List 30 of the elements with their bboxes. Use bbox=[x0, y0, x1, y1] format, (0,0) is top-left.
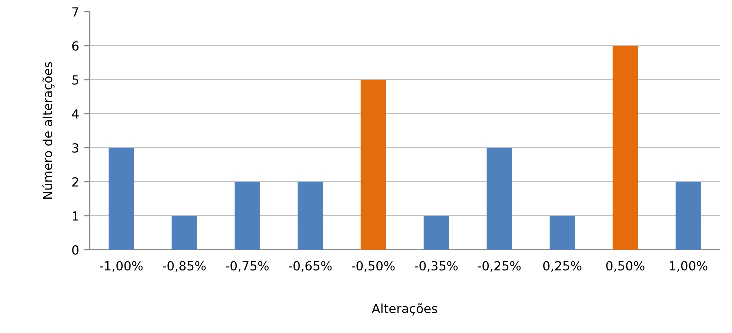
bar bbox=[172, 216, 198, 250]
x-tick-label: 1,00% bbox=[670, 261, 708, 272]
y-tick-label: 2 bbox=[72, 177, 78, 187]
x-tick-label: -0,75% bbox=[226, 261, 269, 272]
x-tick-label: -0,35% bbox=[415, 261, 458, 272]
y-tick-label: 5 bbox=[72, 76, 78, 85]
bar bbox=[612, 46, 638, 250]
y-tick-label: 4 bbox=[72, 110, 79, 119]
y-tick-label: 3 bbox=[72, 143, 79, 153]
bar bbox=[360, 80, 386, 250]
bar bbox=[550, 216, 576, 250]
x-tick-label: 0,25% bbox=[543, 261, 582, 272]
y-axis-title: Número de alterações bbox=[42, 62, 55, 200]
bar bbox=[234, 182, 260, 250]
bar bbox=[676, 182, 702, 250]
bar bbox=[424, 216, 450, 250]
x-tick-label: -0,65% bbox=[289, 261, 332, 272]
y-tick-label: 7 bbox=[72, 8, 79, 17]
x-tick-label: -0,25% bbox=[478, 261, 521, 272]
bar bbox=[108, 148, 134, 250]
y-tick-label: 0 bbox=[72, 245, 79, 255]
bar bbox=[486, 148, 512, 250]
x-tick-label: 0,50% bbox=[606, 261, 645, 272]
x-tick-label: -0,85% bbox=[163, 261, 206, 272]
y-tick-label: 1 bbox=[73, 212, 78, 221]
x-axis-title: Alterações bbox=[372, 304, 438, 316]
y-tick-label: 6 bbox=[72, 41, 79, 51]
bar bbox=[298, 182, 324, 250]
x-tick-label: -1,00% bbox=[100, 261, 143, 272]
x-tick-label: -0,50% bbox=[352, 261, 395, 272]
